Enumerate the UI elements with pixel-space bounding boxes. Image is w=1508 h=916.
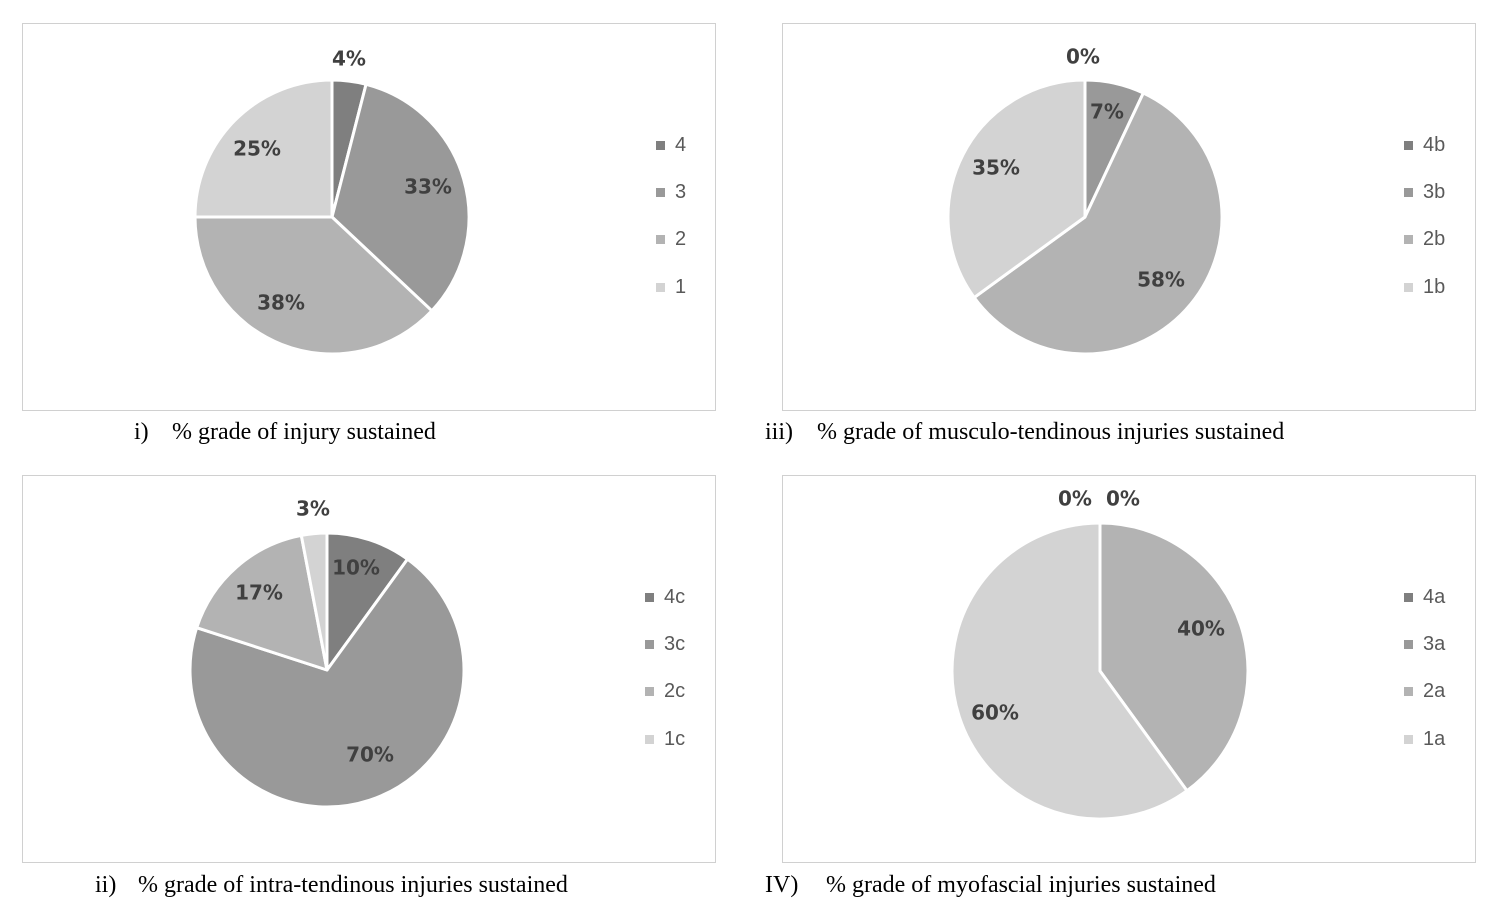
data-label-1b: 35% [972,156,1020,180]
legend-label: 3a [1423,633,1446,655]
legend-label: 4 [675,134,687,156]
legend-swatch [1404,593,1413,602]
legend-swatch [1404,283,1413,292]
data-label-1: 25% [233,137,281,161]
legend-item: 2c [645,680,685,703]
pie-slice-4c [325,531,410,672]
legend-label: 3 [675,181,687,203]
data-label-3c: 70% [346,743,394,767]
legend-item: 3 [656,181,686,204]
caption-iv: IV) % grade of myofascial injuries sustai… [765,872,1216,899]
data-label-2b: 58% [1137,268,1185,292]
legend-label: 1c [664,728,686,750]
legend-item: 2b [1404,228,1445,251]
legend-swatch [1404,640,1413,649]
legend-swatch [645,687,654,696]
legend-swatch [1404,188,1413,197]
legend-label: 2 [675,228,687,250]
legend-item: 2a [1404,680,1445,703]
legend-item: 3b [1404,181,1445,204]
legend-label: 4c [664,586,686,608]
caption-iii: iii) % grade of musculo-tendinous injurie… [765,419,1284,446]
legend-item: 3c [645,633,685,656]
pie-chart-i: 4% 33% 38% 25% [193,47,471,356]
pie-chart-iv: 0% 0% 40% 60% [950,487,1250,821]
pie-slice-1a [950,521,1189,821]
pie-chart-iii: 0% 7% 58% 35% [946,45,1224,356]
chart-panel-ii: 10% 70% 17% 3% 4c 3c 2c 1c [22,475,716,863]
data-label-4a: 0% [1058,487,1092,511]
legend-swatch [645,735,654,744]
legend-item: 3a [1404,633,1445,656]
legend-label: 2b [1423,228,1446,250]
legend-label: 2c [664,680,686,702]
caption-i: i) % grade of injury sustained [134,419,436,446]
legend-label: 3c [664,633,686,655]
legend-item: 2 [656,228,686,251]
data-label-1c: 3% [296,497,330,521]
legend-swatch [1404,235,1413,244]
pie-slice-3 [330,82,471,313]
data-label-3b: 7% [1090,100,1124,124]
legend-swatch [656,188,665,197]
legend-item: 4 [656,134,686,157]
legend-swatch [1404,735,1413,744]
data-label-4: 4% [332,47,366,71]
caption-number: ii) [95,872,117,898]
data-label-2: 38% [257,291,305,315]
caption-number: i) [134,419,149,445]
data-label-2a: 40% [1177,617,1225,641]
pie-slice-2 [193,215,434,356]
legend-label: 4b [1423,134,1446,156]
legend-swatch [645,593,654,602]
legend-item: 4b [1404,134,1445,157]
data-label-4b: 0% [1066,45,1100,69]
caption-text: % grade of intra-tendinous injuries sust… [138,872,568,898]
pie-slice-2b [972,91,1224,356]
pie-slice-2a [1098,521,1250,793]
data-label-1a: 60% [971,701,1019,725]
legend-swatch [656,235,665,244]
chart-panel-i: 4% 33% 38% 25% 4 3 2 1 [22,23,716,411]
legend-swatch [656,141,665,150]
caption-number: iii) [765,419,793,445]
pie-slice-1b [946,78,1087,300]
legend-item: 1a [1404,728,1445,751]
pie-slice-2c [195,533,329,672]
legend-item: 1c [645,728,685,751]
legend-swatch [1404,141,1413,150]
data-label-3a: 0% [1106,487,1140,511]
legend-label: 2a [1423,680,1446,702]
legend-item: 1b [1404,276,1445,299]
chart-panel-iv: 0% 0% 40% 60% 4a 3a 2a 1a [782,475,1476,863]
legend-label: 3b [1423,181,1446,203]
legend-item: 4c [645,586,685,609]
caption-text: % grade of musculo-tendinous injuries su… [817,419,1285,445]
legend-swatch [656,283,665,292]
legend-swatch [645,640,654,649]
pie-slice-1 [193,78,334,219]
caption-number: IV) [765,872,799,898]
legend-swatch [1404,687,1413,696]
data-label-4c: 10% [332,556,380,580]
legend-item: 4a [1404,586,1445,609]
data-label-2c: 17% [235,581,283,605]
pie-slice-3c [188,557,466,809]
legend-item: 1 [656,276,686,299]
caption-ii: ii) % grade of intra-tendinous injuries s… [95,872,568,899]
legend-label: 4a [1423,586,1446,608]
pie-slice-1c [299,531,329,672]
pie-chart-ii: 10% 70% 17% 3% [188,497,466,809]
caption-text: % grade of injury sustained [172,419,436,445]
legend-label: 1b [1423,276,1446,298]
data-label-3: 33% [404,175,452,199]
chart-panel-iii: 0% 7% 58% 35% 4b 3b 2b 1b [782,23,1476,411]
caption-text: % grade of myofascial injuries sustained [826,872,1216,898]
legend-label: 1a [1423,728,1446,750]
legend-label: 1 [675,276,687,298]
